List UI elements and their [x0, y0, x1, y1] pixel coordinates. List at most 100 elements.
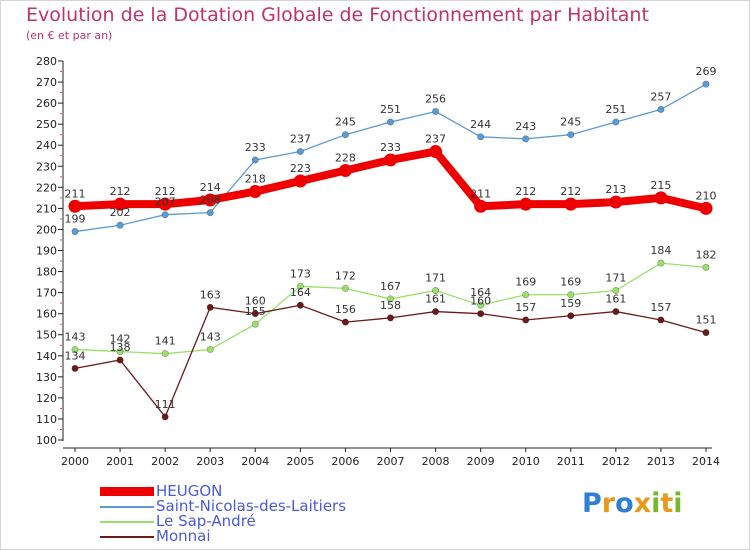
data-point-monnai — [116, 356, 124, 364]
data-label-heugon: 212 — [155, 185, 176, 198]
legend-label-monnai: Monnai — [156, 527, 211, 545]
data-label-heugon: 210 — [696, 189, 717, 202]
data-point-monnai — [702, 329, 710, 337]
x-tick-label: 2010 — [512, 455, 540, 468]
data-point-monnai — [522, 316, 530, 324]
data-point-le-sap-andr- — [251, 320, 259, 328]
data-point-saint-nicolas-des-laitiers — [206, 209, 214, 217]
data-point-saint-nicolas-des-laitiers — [71, 228, 79, 236]
data-label-saint-nicolas-des-laitiers: 208 — [200, 194, 221, 207]
data-label-heugon: 212 — [560, 185, 581, 198]
data-label-le-sap-andr-: 171 — [425, 272, 446, 285]
data-label-le-sap-andr-: 143 — [200, 330, 221, 343]
data-label-saint-nicolas-des-laitiers: 244 — [470, 118, 491, 131]
data-point-le-sap-andr- — [161, 350, 169, 358]
data-label-monnai: 161 — [425, 293, 446, 306]
y-tick-label: 130 — [36, 371, 57, 384]
legend-swatch-monnai — [100, 535, 154, 538]
data-label-monnai: 159 — [560, 297, 581, 310]
data-point-le-sap-andr- — [702, 263, 710, 271]
data-label-monnai: 138 — [110, 341, 131, 354]
x-tick-label: 2004 — [241, 455, 269, 468]
x-tick-label: 2009 — [467, 455, 495, 468]
logo-letter: o — [615, 488, 634, 519]
data-point-monnai — [161, 413, 169, 421]
data-point-saint-nicolas-des-laitiers — [432, 108, 440, 116]
legend-item-le-sap-andre: Le Sap-André — [100, 514, 346, 529]
x-tick-label: 2006 — [331, 455, 359, 468]
data-label-le-sap-andr-: 182 — [696, 248, 717, 261]
data-label-monnai: 164 — [290, 286, 311, 299]
data-label-monnai: 163 — [200, 288, 221, 301]
data-label-le-sap-andr-: 143 — [65, 330, 86, 343]
legend: HEUGON Saint-Nicolas-des-Laitiers Le Sap… — [100, 484, 346, 544]
data-label-heugon: 211 — [65, 187, 86, 200]
logo-letter: r — [601, 488, 616, 519]
legend-item-saint-nicolas: Saint-Nicolas-des-Laitiers — [100, 499, 346, 514]
data-label-monnai: 157 — [515, 301, 536, 314]
x-tick-label: 2002 — [151, 455, 179, 468]
data-point-le-sap-andr- — [296, 282, 304, 290]
y-tick-label: 160 — [36, 308, 57, 321]
data-point-monnai — [341, 318, 349, 326]
data-label-heugon: 214 — [200, 181, 221, 194]
data-label-saint-nicolas-des-laitiers: 245 — [560, 116, 581, 129]
data-point-heugon — [474, 199, 488, 213]
x-tick-label: 2014 — [692, 455, 720, 468]
data-label-le-sap-andr-: 172 — [335, 269, 356, 282]
data-point-monnai — [477, 310, 485, 318]
y-tick-label: 140 — [36, 350, 57, 363]
data-point-heugon — [519, 197, 533, 211]
logo-letter: t — [660, 488, 674, 519]
y-tick-label: 180 — [36, 266, 57, 279]
y-tick-label: 280 — [36, 55, 57, 68]
data-point-le-sap-andr- — [206, 345, 214, 353]
data-label-le-sap-andr-: 164 — [470, 286, 491, 299]
logo-letter: i — [673, 488, 683, 519]
data-label-saint-nicolas-des-laitiers: 269 — [696, 65, 717, 78]
data-label-saint-nicolas-des-laitiers: 251 — [605, 103, 626, 116]
data-label-saint-nicolas-des-laitiers: 257 — [650, 90, 671, 103]
legend-label-heugon: HEUGON — [156, 482, 223, 500]
data-point-saint-nicolas-des-laitiers — [386, 118, 394, 126]
data-label-le-sap-andr-: 184 — [650, 244, 671, 257]
data-point-le-sap-andr- — [477, 301, 485, 309]
x-tick-label: 2007 — [377, 455, 405, 468]
data-label-monnai: 158 — [380, 299, 401, 312]
data-label-saint-nicolas-des-laitiers: 202 — [110, 206, 131, 219]
data-point-saint-nicolas-des-laitiers — [296, 148, 304, 156]
data-point-heugon — [158, 197, 172, 211]
data-point-monnai — [432, 308, 440, 316]
data-label-saint-nicolas-des-laitiers: 237 — [290, 133, 311, 146]
data-label-saint-nicolas-des-laitiers: 245 — [335, 116, 356, 129]
y-tick-label: 260 — [36, 97, 57, 110]
x-tick-label: 2013 — [647, 455, 675, 468]
x-tick-label: 2003 — [196, 455, 224, 468]
data-point-heugon — [293, 174, 307, 188]
y-tick-label: 240 — [36, 139, 57, 152]
data-point-saint-nicolas-des-laitiers — [522, 135, 530, 143]
data-label-monnai: 160 — [470, 295, 491, 308]
data-point-monnai — [612, 308, 620, 316]
data-point-heugon — [248, 185, 262, 199]
y-tick-label: 230 — [36, 160, 57, 173]
data-label-monnai: 157 — [650, 301, 671, 314]
y-tick-label: 100 — [36, 434, 57, 447]
data-label-le-sap-andr-: 141 — [155, 335, 176, 348]
data-point-heugon — [609, 195, 623, 209]
data-point-saint-nicolas-des-laitiers — [477, 133, 485, 141]
data-label-heugon: 223 — [290, 162, 311, 175]
data-label-monnai: 161 — [605, 293, 626, 306]
data-point-le-sap-andr- — [341, 284, 349, 292]
data-label-le-sap-andr-: 169 — [515, 276, 536, 289]
data-label-saint-nicolas-des-laitiers: 199 — [65, 213, 86, 226]
legend-item-heugon: HEUGON — [100, 484, 346, 499]
data-point-monnai — [296, 301, 304, 309]
data-point-saint-nicolas-des-laitiers — [341, 131, 349, 139]
data-label-saint-nicolas-des-laitiers: 233 — [245, 141, 266, 154]
y-tick-label: 110 — [36, 413, 57, 426]
data-point-saint-nicolas-des-laitiers — [251, 156, 259, 164]
proxiti-logo: Proxiti — [582, 488, 683, 519]
legend-item-monnai: Monnai — [100, 529, 346, 544]
logo-letter: P — [582, 488, 602, 519]
